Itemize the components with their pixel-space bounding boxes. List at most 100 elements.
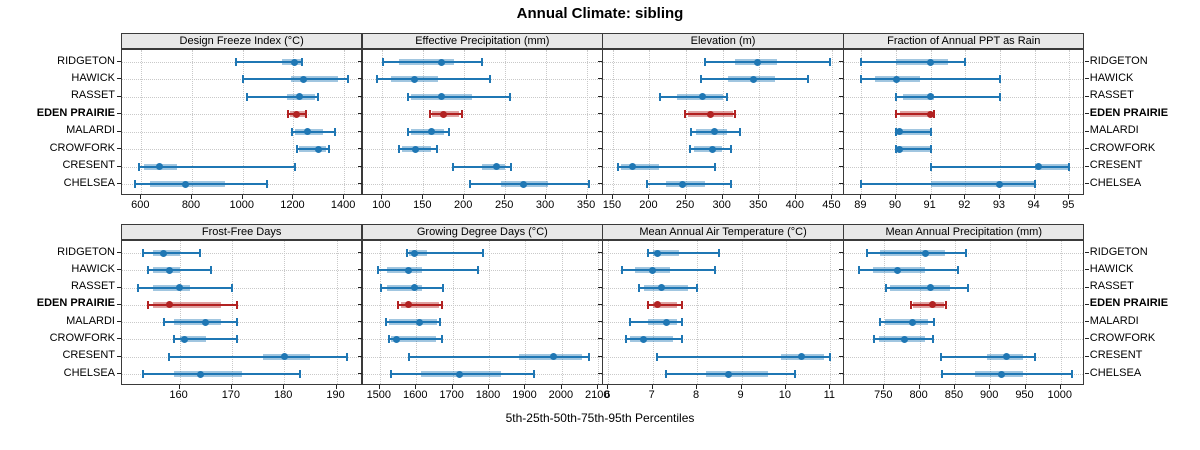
- x-axis-tick: [488, 385, 490, 389]
- row-tick-left: [357, 148, 362, 150]
- x-axis-tick: [586, 195, 588, 199]
- whisker-5-95: [407, 95, 511, 98]
- whisker-cap-95th: [436, 145, 439, 154]
- site-label-right-malardi: MALARDI: [1089, 124, 1139, 137]
- median-dot: [649, 266, 657, 274]
- iqr-band-25-75: [705, 371, 769, 377]
- median-dot: [393, 335, 401, 343]
- whisker-cap-5th: [910, 300, 913, 309]
- median-dot: [996, 180, 1004, 188]
- row-tick-left: [598, 165, 603, 167]
- x-axis-tick-label: 9: [737, 389, 744, 401]
- row-tick-left: [357, 303, 362, 305]
- median-dot: [724, 370, 732, 378]
- row-tick-left: [839, 113, 844, 115]
- x-axis-tick-label: 95: [1062, 199, 1075, 211]
- row-tick-left: [357, 373, 362, 374]
- whisker-cap-5th: [860, 58, 863, 66]
- site-label-right-chelsea: CHELSEA: [1089, 366, 1142, 379]
- x-axis-tick-label: 100: [372, 199, 391, 211]
- site-label-right-chelsea: CHELSEA: [1089, 176, 1142, 189]
- x-axis-tick-label: 450: [822, 199, 841, 211]
- whisker-cap-5th: [389, 370, 392, 378]
- whisker-5-95: [941, 373, 1073, 375]
- x-axis-tick: [335, 385, 337, 389]
- whisker-cap-95th: [957, 266, 960, 275]
- whisker-cap-95th: [587, 352, 590, 361]
- x-axis-tick-label: 600: [131, 199, 150, 211]
- whisker-cap-5th: [397, 145, 400, 154]
- whisker-5-95: [896, 113, 935, 116]
- gridline-vertical: [999, 50, 1001, 194]
- row-tick-right: [1084, 165, 1089, 167]
- strip-label-mean-annual-precipitation: Mean Annual Precipitation (mm): [885, 226, 1042, 238]
- whisker-cap-5th: [939, 352, 942, 361]
- whisker-cap-5th: [382, 58, 385, 66]
- site-label-right-crowfork: CROWFORK: [1089, 331, 1156, 344]
- row-tick-left: [598, 269, 603, 271]
- whisker-cap-95th: [448, 127, 451, 136]
- iqr-band-25-75: [880, 250, 946, 256]
- panel-effective-precipitation: [361, 49, 603, 195]
- site-label-left-rasset: RASSET: [70, 280, 115, 293]
- x-axis-tick: [611, 195, 613, 199]
- gridline-vertical: [561, 241, 563, 384]
- whisker-cap-5th: [147, 300, 150, 309]
- median-dot: [549, 353, 557, 361]
- gridline-horizontal: [603, 339, 843, 341]
- gridline-vertical: [612, 50, 614, 194]
- median-dot: [927, 284, 935, 292]
- median-dot: [456, 370, 464, 378]
- x-axis-tick-label: 300: [535, 199, 555, 211]
- x-axis-tick: [895, 195, 897, 199]
- gridline-vertical: [785, 241, 787, 384]
- whisker-cap-5th: [895, 92, 898, 101]
- whisker-cap-95th: [1033, 352, 1036, 361]
- whisker-5-95: [242, 78, 348, 81]
- whisker-cap-5th: [860, 180, 863, 188]
- median-dot: [998, 370, 1005, 378]
- median-dot: [754, 58, 762, 66]
- x-axis-tick: [560, 385, 562, 389]
- whisker-cap-5th: [406, 127, 409, 136]
- strip-label-effective-precipitation: Effective Precipitation (mm): [415, 35, 550, 47]
- whisker-5-95: [930, 165, 1070, 168]
- gridline-vertical: [525, 241, 527, 384]
- whisker-cap-5th: [857, 266, 860, 275]
- x-axis-tick: [230, 385, 232, 389]
- whisker-5-95: [398, 303, 442, 306]
- gridline-vertical: [832, 50, 834, 194]
- x-axis-tick-label: 1000: [1047, 389, 1073, 401]
- gridline-horizontal: [844, 339, 1084, 341]
- panel-elevation: [602, 49, 844, 195]
- gridline-vertical: [965, 50, 967, 194]
- site-label-right-malardi: MALARDI: [1089, 314, 1139, 327]
- site-label-left-hawick: HAWICK: [71, 262, 115, 275]
- x-axis-tick: [918, 385, 920, 389]
- whisker-5-95: [940, 355, 1035, 358]
- row-tick-left: [357, 130, 362, 132]
- whisker-5-95: [138, 165, 295, 168]
- x-axis-tick: [191, 195, 192, 199]
- strip-fraction-of-annual-ppt-as-rain: Fraction of Annual PPT as Rain: [843, 33, 1085, 49]
- row-tick-left: [117, 321, 121, 323]
- gridline-horizontal: [362, 270, 602, 272]
- row-tick-left: [357, 95, 362, 97]
- x-axis-tick-label: 1400: [330, 199, 356, 211]
- x-axis-tick-label: 93: [992, 199, 1006, 211]
- strip-frost-free-days: Frost-Free Days: [121, 224, 363, 240]
- x-axis-tick-label: 1600: [402, 389, 428, 401]
- whisker-5-95: [886, 286, 968, 289]
- whisker-cap-95th: [293, 162, 296, 171]
- whisker-cap-5th: [647, 249, 650, 257]
- whisker-cap-5th: [704, 58, 707, 66]
- whisker-cap-95th: [680, 300, 683, 309]
- x-axis-tick-label: 190: [326, 389, 345, 401]
- whisker-5-95: [142, 373, 300, 375]
- whisker-cap-95th: [298, 370, 301, 378]
- gridline-vertical: [452, 241, 454, 384]
- median-dot: [156, 163, 164, 171]
- whisker-cap-95th: [829, 352, 832, 361]
- site-label-left-cresent: CRESENT: [62, 349, 115, 362]
- median-dot: [921, 249, 929, 257]
